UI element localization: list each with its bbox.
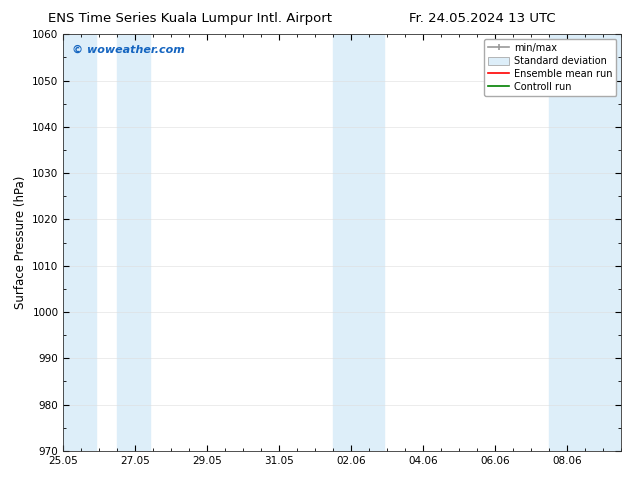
Y-axis label: Surface Pressure (hPa): Surface Pressure (hPa) [14, 176, 27, 309]
Bar [117, 34, 150, 451]
Legend: min/max, Standard deviation, Ensemble mean run, Controll run: min/max, Standard deviation, Ensemble me… [484, 39, 616, 96]
Text: ENS Time Series Kuala Lumpur Intl. Airport: ENS Time Series Kuala Lumpur Intl. Airpo… [48, 12, 332, 25]
Bar [333, 34, 384, 451]
Text: Fr. 24.05.2024 13 UTC: Fr. 24.05.2024 13 UTC [408, 12, 555, 25]
Bar [549, 34, 621, 451]
Text: © woweather.com: © woweather.com [72, 45, 184, 55]
Bar [63, 34, 96, 451]
